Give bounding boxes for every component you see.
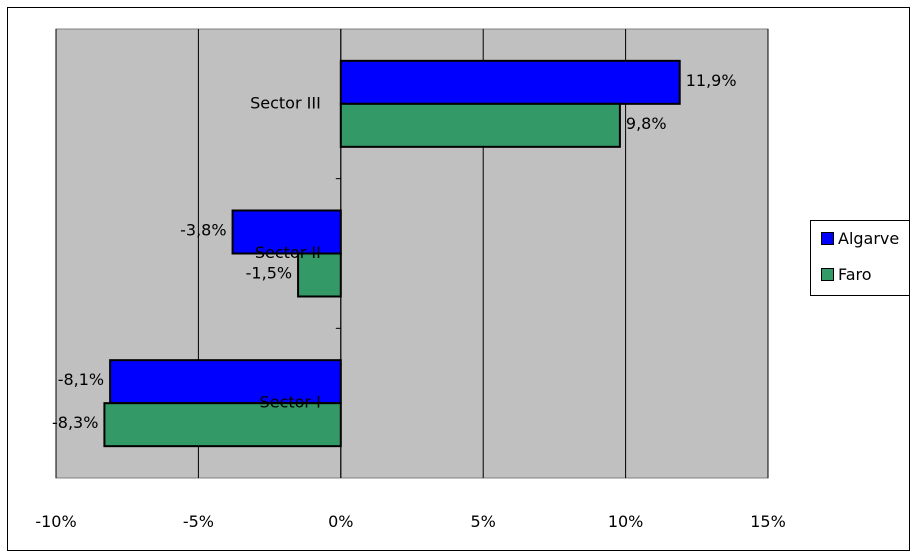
x-tick-label: 5% — [471, 512, 496, 531]
legend: Algarve Faro — [810, 220, 910, 296]
x-axis-ticks: -10% -5% 0% 5% 10% 15% — [35, 512, 785, 531]
data-label: -3,8% — [180, 221, 226, 240]
x-tick-label: -10% — [35, 512, 76, 531]
legend-item-faro: Faro — [821, 265, 872, 284]
bar-faro — [103, 402, 342, 448]
bar-algarve — [339, 59, 681, 105]
bar-algarve — [231, 209, 342, 255]
bar-algarve — [109, 359, 342, 405]
legend-label-algarve: Algarve — [838, 229, 900, 248]
data-label: -8,3% — [52, 413, 98, 432]
bars — [103, 59, 681, 448]
legend-item-algarve: Algarve — [821, 229, 899, 248]
data-labels: 11,9% 9,8% -3,8% -1,5% -8,1% -8,3% — [52, 71, 737, 432]
data-label: 11,9% — [686, 71, 737, 90]
category-label: Sector III — [250, 93, 321, 112]
x-tick-label: 15% — [750, 512, 786, 531]
category-label: Sector II — [255, 243, 321, 262]
legend-swatch-algarve — [821, 232, 834, 245]
data-label: -1,5% — [246, 264, 292, 283]
bar-faro — [297, 252, 342, 298]
legend-swatch-faro — [821, 268, 834, 281]
data-label: 9,8% — [626, 114, 667, 133]
x-tick-label: -5% — [183, 512, 214, 531]
data-label: -8,1% — [58, 370, 104, 389]
category-label: Sector I — [260, 393, 321, 412]
bar-faro — [339, 102, 621, 148]
x-tick-label: 0% — [328, 512, 353, 531]
legend-label-faro: Faro — [838, 265, 872, 284]
x-tick-label: 10% — [608, 512, 644, 531]
category-labels: Sector III Sector II Sector I — [250, 29, 342, 478]
